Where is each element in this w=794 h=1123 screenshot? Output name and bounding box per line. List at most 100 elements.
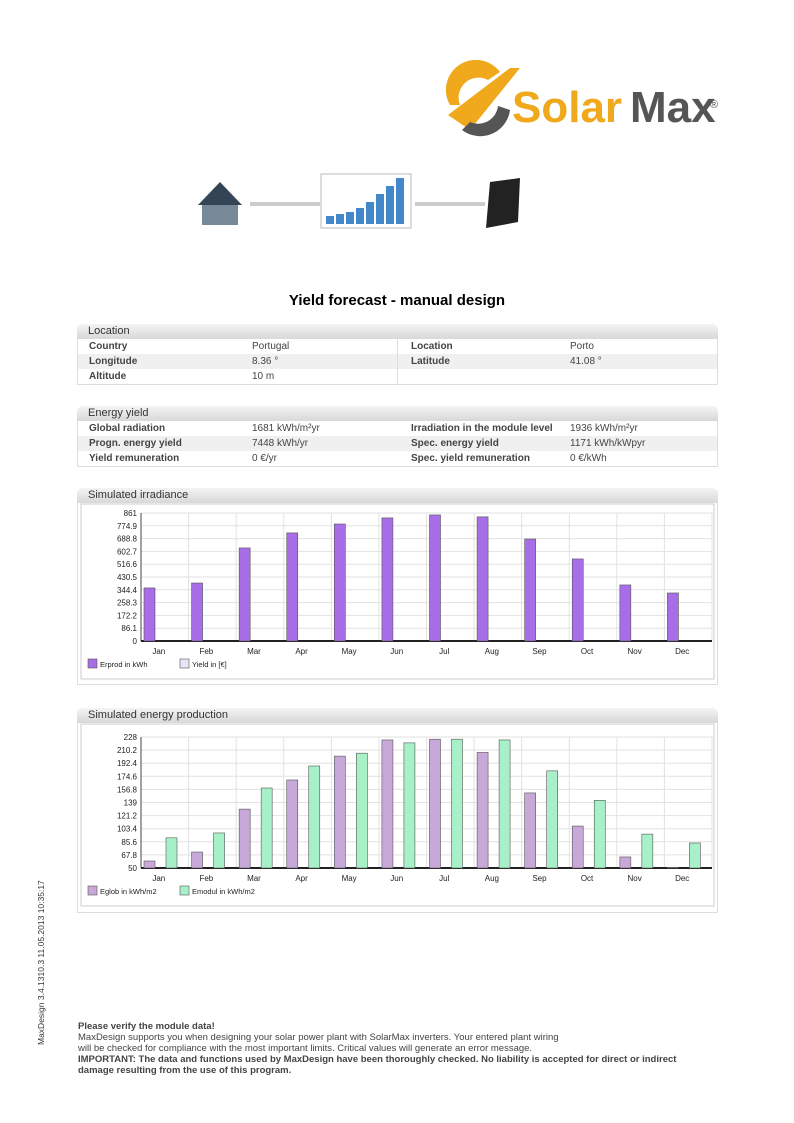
cell-label: Irradiation in the module level xyxy=(411,423,553,434)
bar xyxy=(667,866,679,869)
cell-value: 0 €/yr xyxy=(252,453,278,464)
y-tick-label: 258.3 xyxy=(117,599,138,608)
cell-value: 10 m xyxy=(252,371,275,382)
bar xyxy=(308,765,321,869)
cell-label: Global radiation xyxy=(89,423,166,434)
x-tick-label: Sep xyxy=(532,647,547,656)
legend-swatch xyxy=(87,658,98,669)
y-tick-label: 516.6 xyxy=(117,560,138,569)
bar xyxy=(286,779,299,869)
cell-value: 1171 kWh/kWpyr xyxy=(570,438,646,449)
legend-label: Erprod in kWh xyxy=(100,660,148,669)
y-tick-label: 774.9 xyxy=(117,522,138,531)
y-tick-label: 0 xyxy=(133,637,138,646)
bar xyxy=(191,851,203,869)
cell-label: Altitude xyxy=(89,371,127,382)
y-tick-label: 139 xyxy=(124,799,138,808)
x-tick-label: Jul xyxy=(439,647,449,656)
bar xyxy=(238,808,251,869)
x-tick-label: Jan xyxy=(152,874,165,883)
cell-label: Spec. yield remuneration xyxy=(411,453,530,464)
title: Yield forecast - manual design xyxy=(288,292,506,309)
legend-label: Yield in [€] xyxy=(192,660,227,669)
bar xyxy=(619,856,632,869)
legend-swatch xyxy=(179,658,190,669)
y-tick-label: 210.2 xyxy=(117,746,138,755)
logo-max: Max xyxy=(630,83,716,132)
table-row: Country Portugal Location Porto xyxy=(78,339,717,354)
x-tick-label: Aug xyxy=(485,647,499,656)
bar xyxy=(667,592,679,642)
bar xyxy=(213,832,225,869)
chart-box: 0 86.1 172.2 258.3 344.4 430.5 516.6 602.7 688.8… xyxy=(77,503,718,685)
cell-value: 41.08 ° xyxy=(570,356,602,367)
bar xyxy=(143,860,156,869)
bar xyxy=(641,833,654,869)
cell-value: Porto xyxy=(570,341,594,352)
bar xyxy=(286,532,299,642)
footer-line: will be checked for compliance with the … xyxy=(78,1043,533,1054)
cell-label: Progn. energy yield xyxy=(89,438,182,449)
cell-value: 8.36 ° xyxy=(252,356,279,367)
y-tick-label: 861 xyxy=(124,509,138,518)
x-tick-label: Jun xyxy=(390,874,403,883)
cell-value: Portugal xyxy=(252,341,290,352)
y-tick-label: 192.4 xyxy=(117,759,138,768)
footer: Please verify the module data! MaxDesign… xyxy=(78,1021,676,1076)
bar xyxy=(689,842,701,869)
y-tick-label: 172.2 xyxy=(117,611,138,620)
x-tick-label: Mar xyxy=(247,647,261,656)
x-tick-label: Aug xyxy=(485,874,499,883)
y-tick-label: 50 xyxy=(128,864,137,873)
legend-swatch xyxy=(179,885,190,896)
bar xyxy=(260,787,273,869)
y-tick-label: 85.6 xyxy=(121,838,137,847)
x-tick-label: May xyxy=(342,647,357,656)
section-heading: Simulated energy production xyxy=(77,708,718,723)
logo-solar: Solar xyxy=(512,83,622,132)
chart-box: 50 67.8 85.6 103.4 121.2 139 156.8 174.6 192.4 21… xyxy=(77,723,718,913)
cell-value: 0 €/kWh xyxy=(570,453,607,464)
legend-label: Eglob in kWh/m2 xyxy=(100,887,157,896)
table-row: Yield remuneration 0 €/yr Spec. yield remu… xyxy=(78,451,717,466)
x-tick-label: Dec xyxy=(675,647,689,656)
bar xyxy=(356,752,368,869)
x-tick-label: Mar xyxy=(247,874,261,883)
x-tick-label: Nov xyxy=(628,874,642,883)
table-row: Altitude 10 m xyxy=(78,369,717,384)
y-tick-label: 156.8 xyxy=(117,785,138,794)
bar xyxy=(476,752,489,869)
y-tick-label: 602.7 xyxy=(117,547,138,556)
bar xyxy=(429,514,441,642)
cell-label: Location xyxy=(411,341,453,352)
illustration xyxy=(198,173,520,229)
footer-important: damage resulting from the use of this pr… xyxy=(78,1065,292,1076)
x-tick-label: Jan xyxy=(152,647,165,656)
y-tick-label: 228 xyxy=(124,733,138,742)
chart: 0 86.1 172.2 258.3 344.4 430.5 516.6 602.7 688.8… xyxy=(80,503,715,680)
section-heading: Simulated irradiance xyxy=(77,488,718,503)
bar xyxy=(381,517,394,642)
table-row: Progn. energy yield 7448 kWh/yr Spec. ener… xyxy=(78,436,717,451)
x-tick-label: Oct xyxy=(581,874,594,883)
x-tick-label: Nov xyxy=(628,647,642,656)
y-tick-label: 121.2 xyxy=(117,812,138,821)
cell-label: Spec. energy yield xyxy=(411,438,499,449)
section-heading: Location xyxy=(77,324,718,339)
x-tick-label: Apr xyxy=(295,874,308,883)
y-tick-label: 688.8 xyxy=(117,535,138,544)
cell-label: Latitude xyxy=(411,356,450,367)
y-tick-label: 86.1 xyxy=(121,624,137,633)
footer-line: MaxDesign supports you when designing yo… xyxy=(78,1032,559,1043)
bar xyxy=(165,837,178,869)
cell-label: Yield remuneration xyxy=(89,453,180,464)
bar xyxy=(524,538,536,642)
bar xyxy=(476,516,489,642)
x-tick-label: Dec xyxy=(675,874,689,883)
x-tick-label: Jun xyxy=(390,647,403,656)
y-tick-label: 174.6 xyxy=(117,772,138,781)
y-tick-label: 344.4 xyxy=(117,586,138,595)
y-tick-label: 67.8 xyxy=(121,851,137,860)
cell-label: Longitude xyxy=(89,356,138,367)
